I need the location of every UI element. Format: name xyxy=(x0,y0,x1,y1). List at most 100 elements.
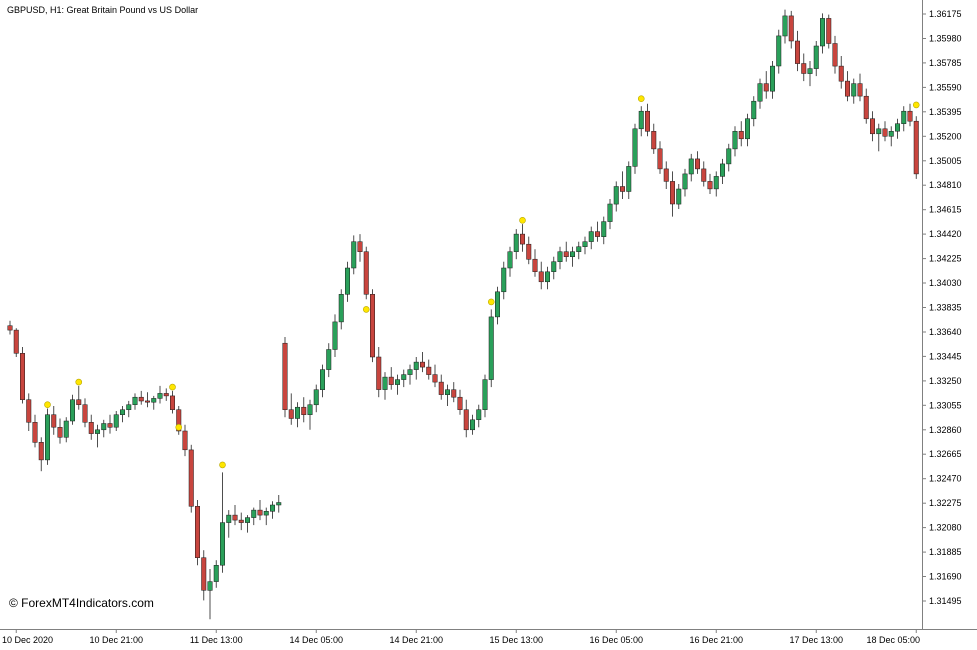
bull-candle-body xyxy=(557,251,563,262)
bear-candle-body xyxy=(438,381,444,395)
bear-candle-body xyxy=(238,519,244,523)
bull-candle-body xyxy=(245,517,250,523)
signal-dot xyxy=(175,423,183,431)
bull-candle-body xyxy=(157,393,163,399)
time-axis-label: 11 Dec 13:00 xyxy=(190,635,243,645)
bear-candle-body xyxy=(38,442,44,461)
bear-candle-body xyxy=(457,396,463,410)
price-axis-label: 1.33250 xyxy=(929,376,962,386)
bull-candle-body xyxy=(726,148,732,165)
bull-candle-body xyxy=(226,514,232,523)
bull-candle-body xyxy=(295,406,300,419)
bull-candle-body xyxy=(751,100,757,120)
bear-candle-body xyxy=(620,186,625,192)
bear-candle-body xyxy=(170,395,175,410)
bear-candle-body xyxy=(707,181,713,190)
price-axis-label: 1.31690 xyxy=(929,572,962,582)
bull-candle-body xyxy=(263,511,269,516)
signal-dot xyxy=(75,378,83,386)
bull-candle-body xyxy=(470,419,475,431)
price-axis-label: 1.32665 xyxy=(929,449,962,459)
bull-candle-body xyxy=(482,379,488,410)
price-axis-label: 1.31885 xyxy=(929,547,962,557)
time-axis-label: 14 Dec 21:00 xyxy=(389,635,443,645)
bear-candle-body xyxy=(420,361,425,368)
time-axis-label: 16 Dec 05:00 xyxy=(589,635,643,645)
bear-candle-body xyxy=(282,342,288,410)
bull-candle-body xyxy=(895,123,900,132)
bull-candle-body xyxy=(570,251,575,257)
bull-candle-body xyxy=(132,396,138,405)
price-axis-label: 1.35395 xyxy=(929,107,962,117)
bull-candle-body xyxy=(251,509,257,518)
price-axis-label: 1.36175 xyxy=(929,9,962,19)
price-axis-label: 1.33835 xyxy=(929,303,962,313)
bull-candle-body xyxy=(395,379,400,385)
bear-candle-body xyxy=(13,329,19,354)
bull-candle-body xyxy=(407,369,413,375)
bear-candle-body xyxy=(670,181,675,205)
bull-candle-body xyxy=(626,166,632,192)
bull-candle-body xyxy=(126,404,132,410)
bull-candle-body xyxy=(501,267,507,293)
price-axis-label: 1.32080 xyxy=(929,523,962,533)
bull-candle-body xyxy=(326,349,332,370)
bull-candle-body xyxy=(545,271,550,283)
symbol-title: GBPUSD, H1: Great Britain Pound vs US Do… xyxy=(7,5,199,15)
bull-candle-body xyxy=(745,118,750,140)
bull-candle-body xyxy=(820,18,825,47)
bull-candle-body xyxy=(582,241,588,247)
bull-candle-body xyxy=(213,565,219,582)
bear-candle-body xyxy=(257,509,263,516)
time-axis-label: 16 Dec 21:00 xyxy=(689,635,743,645)
time-axis-label: 10 Dec 21:00 xyxy=(89,635,143,645)
bear-candle-body xyxy=(701,168,707,182)
bear-candle-body xyxy=(563,251,569,257)
bear-candle-body xyxy=(645,110,650,132)
bull-candle-body xyxy=(682,173,688,190)
bull-candle-body xyxy=(332,321,338,350)
bull-candle-body xyxy=(807,68,813,74)
bull-candle-body xyxy=(613,186,619,205)
signal-dot xyxy=(169,383,176,391)
time-axis[interactable]: 10 Dec 2020 10 Dec 21:00 11 Dec 13:00 14 De… xyxy=(0,629,977,646)
bear-candle-body xyxy=(788,15,794,42)
bear-candle-body xyxy=(907,110,913,122)
bear-candle-body xyxy=(826,18,832,44)
bull-candle-body xyxy=(888,131,894,137)
time-axis-label: 14 Dec 05:00 xyxy=(289,635,343,645)
bull-candle-body xyxy=(220,522,225,566)
signal-dot xyxy=(362,306,370,313)
bull-candle-body xyxy=(901,110,907,124)
bull-candle-body xyxy=(120,409,125,415)
bear-candle-body xyxy=(432,374,438,383)
time-axis-label: 17 Dec 13:00 xyxy=(789,635,843,645)
bull-candle-body xyxy=(588,231,594,242)
bull-candle-body xyxy=(757,83,763,102)
bear-candle-body xyxy=(163,393,169,397)
bull-candle-body xyxy=(95,429,100,434)
bull-candle-body xyxy=(338,294,344,323)
time-axis-label: 18 Dec 05:00 xyxy=(866,635,920,645)
bear-candle-body xyxy=(201,557,207,591)
bull-candle-body xyxy=(313,389,319,406)
bull-candle-body xyxy=(401,374,407,380)
bull-candle-body xyxy=(713,176,719,190)
bull-candle-body xyxy=(770,65,775,92)
signal-dot xyxy=(219,461,226,469)
bull-candle-body xyxy=(876,128,882,135)
bull-candle-body xyxy=(207,581,213,591)
bull-candle-body xyxy=(113,414,119,428)
bull-candle-body xyxy=(782,15,788,37)
price-axis[interactable]: 1.36175 1.35980 1.35785 1.35590 1.35395 1.352… xyxy=(922,0,962,630)
bull-candle-body xyxy=(495,291,500,318)
price-axis-label: 1.35980 xyxy=(929,34,962,44)
price-axis-label: 1.34810 xyxy=(929,180,962,190)
price-axis-label: 1.33640 xyxy=(929,327,962,337)
bear-candle-body xyxy=(857,83,863,97)
bull-candle-body xyxy=(151,398,157,403)
bear-candle-body xyxy=(32,422,38,443)
bear-candle-body xyxy=(182,430,188,451)
